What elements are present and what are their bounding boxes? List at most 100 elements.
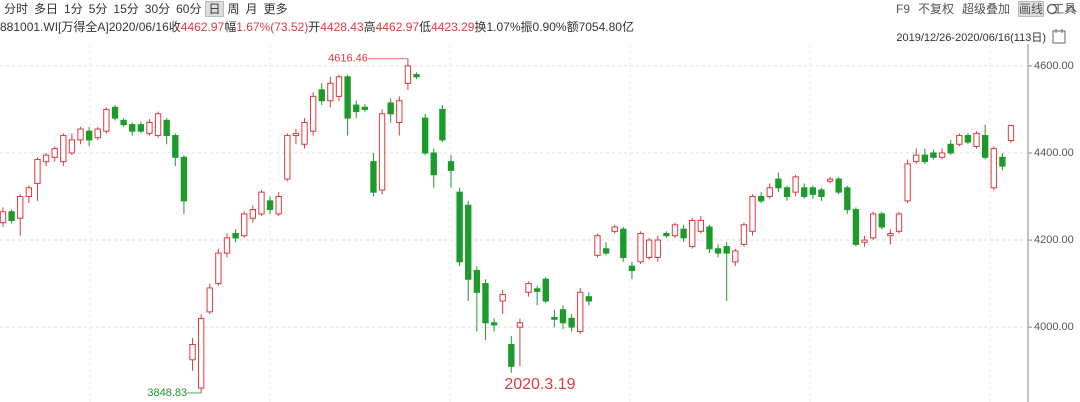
candle-body [327, 82, 334, 102]
candle-body [766, 187, 773, 198]
candle-body [809, 187, 817, 195]
settings-icon[interactable] [1046, 3, 1058, 15]
calendar-icon[interactable] [1052, 30, 1066, 44]
candle-body [585, 296, 593, 302]
candle-body [844, 187, 851, 211]
candle-body [146, 121, 153, 134]
candle-body [775, 178, 782, 189]
candle-body [344, 76, 351, 119]
candle-body [938, 152, 946, 158]
candle-body [258, 191, 265, 215]
candle-body [956, 135, 963, 145]
period-tab[interactable]: 30分 [144, 2, 171, 16]
tool-button[interactable]: 工具 [1052, 2, 1077, 16]
y-tick-label: 4400.00 [1034, 147, 1074, 159]
candle-body [680, 228, 687, 239]
candle-body [404, 65, 412, 84]
candle-body [542, 278, 549, 302]
y-tick-label: 4000.00 [1034, 321, 1074, 333]
tool-button[interactable]: 画线 [1018, 1, 1045, 17]
candle-body [378, 113, 386, 191]
quote-label: 开 [308, 20, 321, 34]
candle-body [826, 178, 834, 182]
period-tab[interactable]: 60分 [176, 2, 202, 16]
candle-body [60, 135, 67, 163]
candle-body [559, 309, 567, 324]
candle-body [861, 239, 868, 243]
quote-label: 振 [520, 20, 533, 34]
period-tab[interactable]: 5分 [88, 2, 108, 16]
quote-label: 低 [419, 20, 432, 34]
candle-body [869, 213, 877, 239]
candle-body [473, 270, 481, 293]
tool-button[interactable]: 超级叠加 [962, 2, 1011, 16]
period-tab[interactable]: 日 [205, 1, 224, 17]
toolbar: 分时 多日 1分 5分 15分 30分 60分日周月更多 F9 不复权 超级叠加 画线 工具 [0, 0, 1076, 18]
period-tab[interactable]: 周 [227, 2, 240, 16]
collapse-icon[interactable] [1065, 5, 1077, 13]
quote-value: 4462.97 [375, 20, 420, 34]
candle-body [292, 132, 300, 137]
quote-label: 收 [168, 20, 181, 34]
candle-body [172, 135, 179, 158]
candle-body [396, 100, 403, 123]
candle-body [387, 102, 394, 115]
candle-body [284, 135, 291, 180]
candle-body [413, 74, 420, 78]
quote-date: 2020/06/16 [108, 20, 169, 34]
candle-body [904, 163, 911, 202]
candle-body [706, 226, 713, 250]
candle-body [792, 176, 799, 193]
candle-body [516, 322, 524, 328]
candle-body [990, 148, 997, 189]
candle-body [645, 239, 653, 258]
candle-body [732, 250, 739, 263]
candle-body [309, 95, 317, 132]
candle-body [465, 204, 472, 280]
candle-body [913, 154, 920, 163]
quote-value: 7054.80亿 [578, 20, 634, 34]
candle-body [835, 178, 842, 193]
candle-body [749, 196, 756, 232]
y-tick-label: 4600.00 [1034, 60, 1074, 72]
candle-body [551, 317, 558, 320]
tool-button[interactable]: 不复权 [918, 2, 955, 16]
tool-button[interactable]: F9 [896, 2, 911, 16]
candle-body [697, 219, 705, 232]
candle-body [964, 135, 972, 143]
quote-value: 4423.29 [431, 20, 475, 34]
period-tab[interactable]: 月 [245, 2, 258, 16]
candle-body [456, 191, 463, 263]
candle-body [439, 108, 446, 141]
candle-body [663, 233, 670, 237]
period-tab[interactable]: 更多 [263, 2, 288, 16]
candle-body [533, 288, 541, 292]
range-label: 2019/12/26-2020/06/16(113日) [896, 32, 1046, 44]
candle-body [637, 233, 644, 263]
candle-body [42, 154, 50, 163]
candle-body [77, 128, 84, 141]
candle-body [301, 121, 308, 145]
candle-body [499, 293, 506, 302]
candle-body [34, 159, 41, 184]
period-tab[interactable]: 分时 [4, 2, 29, 16]
period-tab[interactable]: 1分 [64, 2, 83, 16]
candle-body [973, 132, 980, 147]
candle-body [129, 124, 136, 132]
candle-body [111, 106, 119, 119]
candle-body [525, 283, 532, 293]
candle-body [921, 154, 929, 163]
security-code: 881001.WI[万得全A] [0, 20, 109, 34]
candle-body [430, 152, 437, 176]
period-tab[interactable]: 多日 [34, 2, 59, 16]
candle-body [103, 108, 110, 132]
candle-body [490, 322, 498, 326]
candle-body [85, 130, 93, 141]
candle-body [68, 139, 76, 154]
period-tab[interactable]: 15分 [113, 2, 139, 16]
candle-body [783, 187, 791, 198]
candle-body [8, 211, 15, 221]
candle-body [275, 196, 282, 215]
